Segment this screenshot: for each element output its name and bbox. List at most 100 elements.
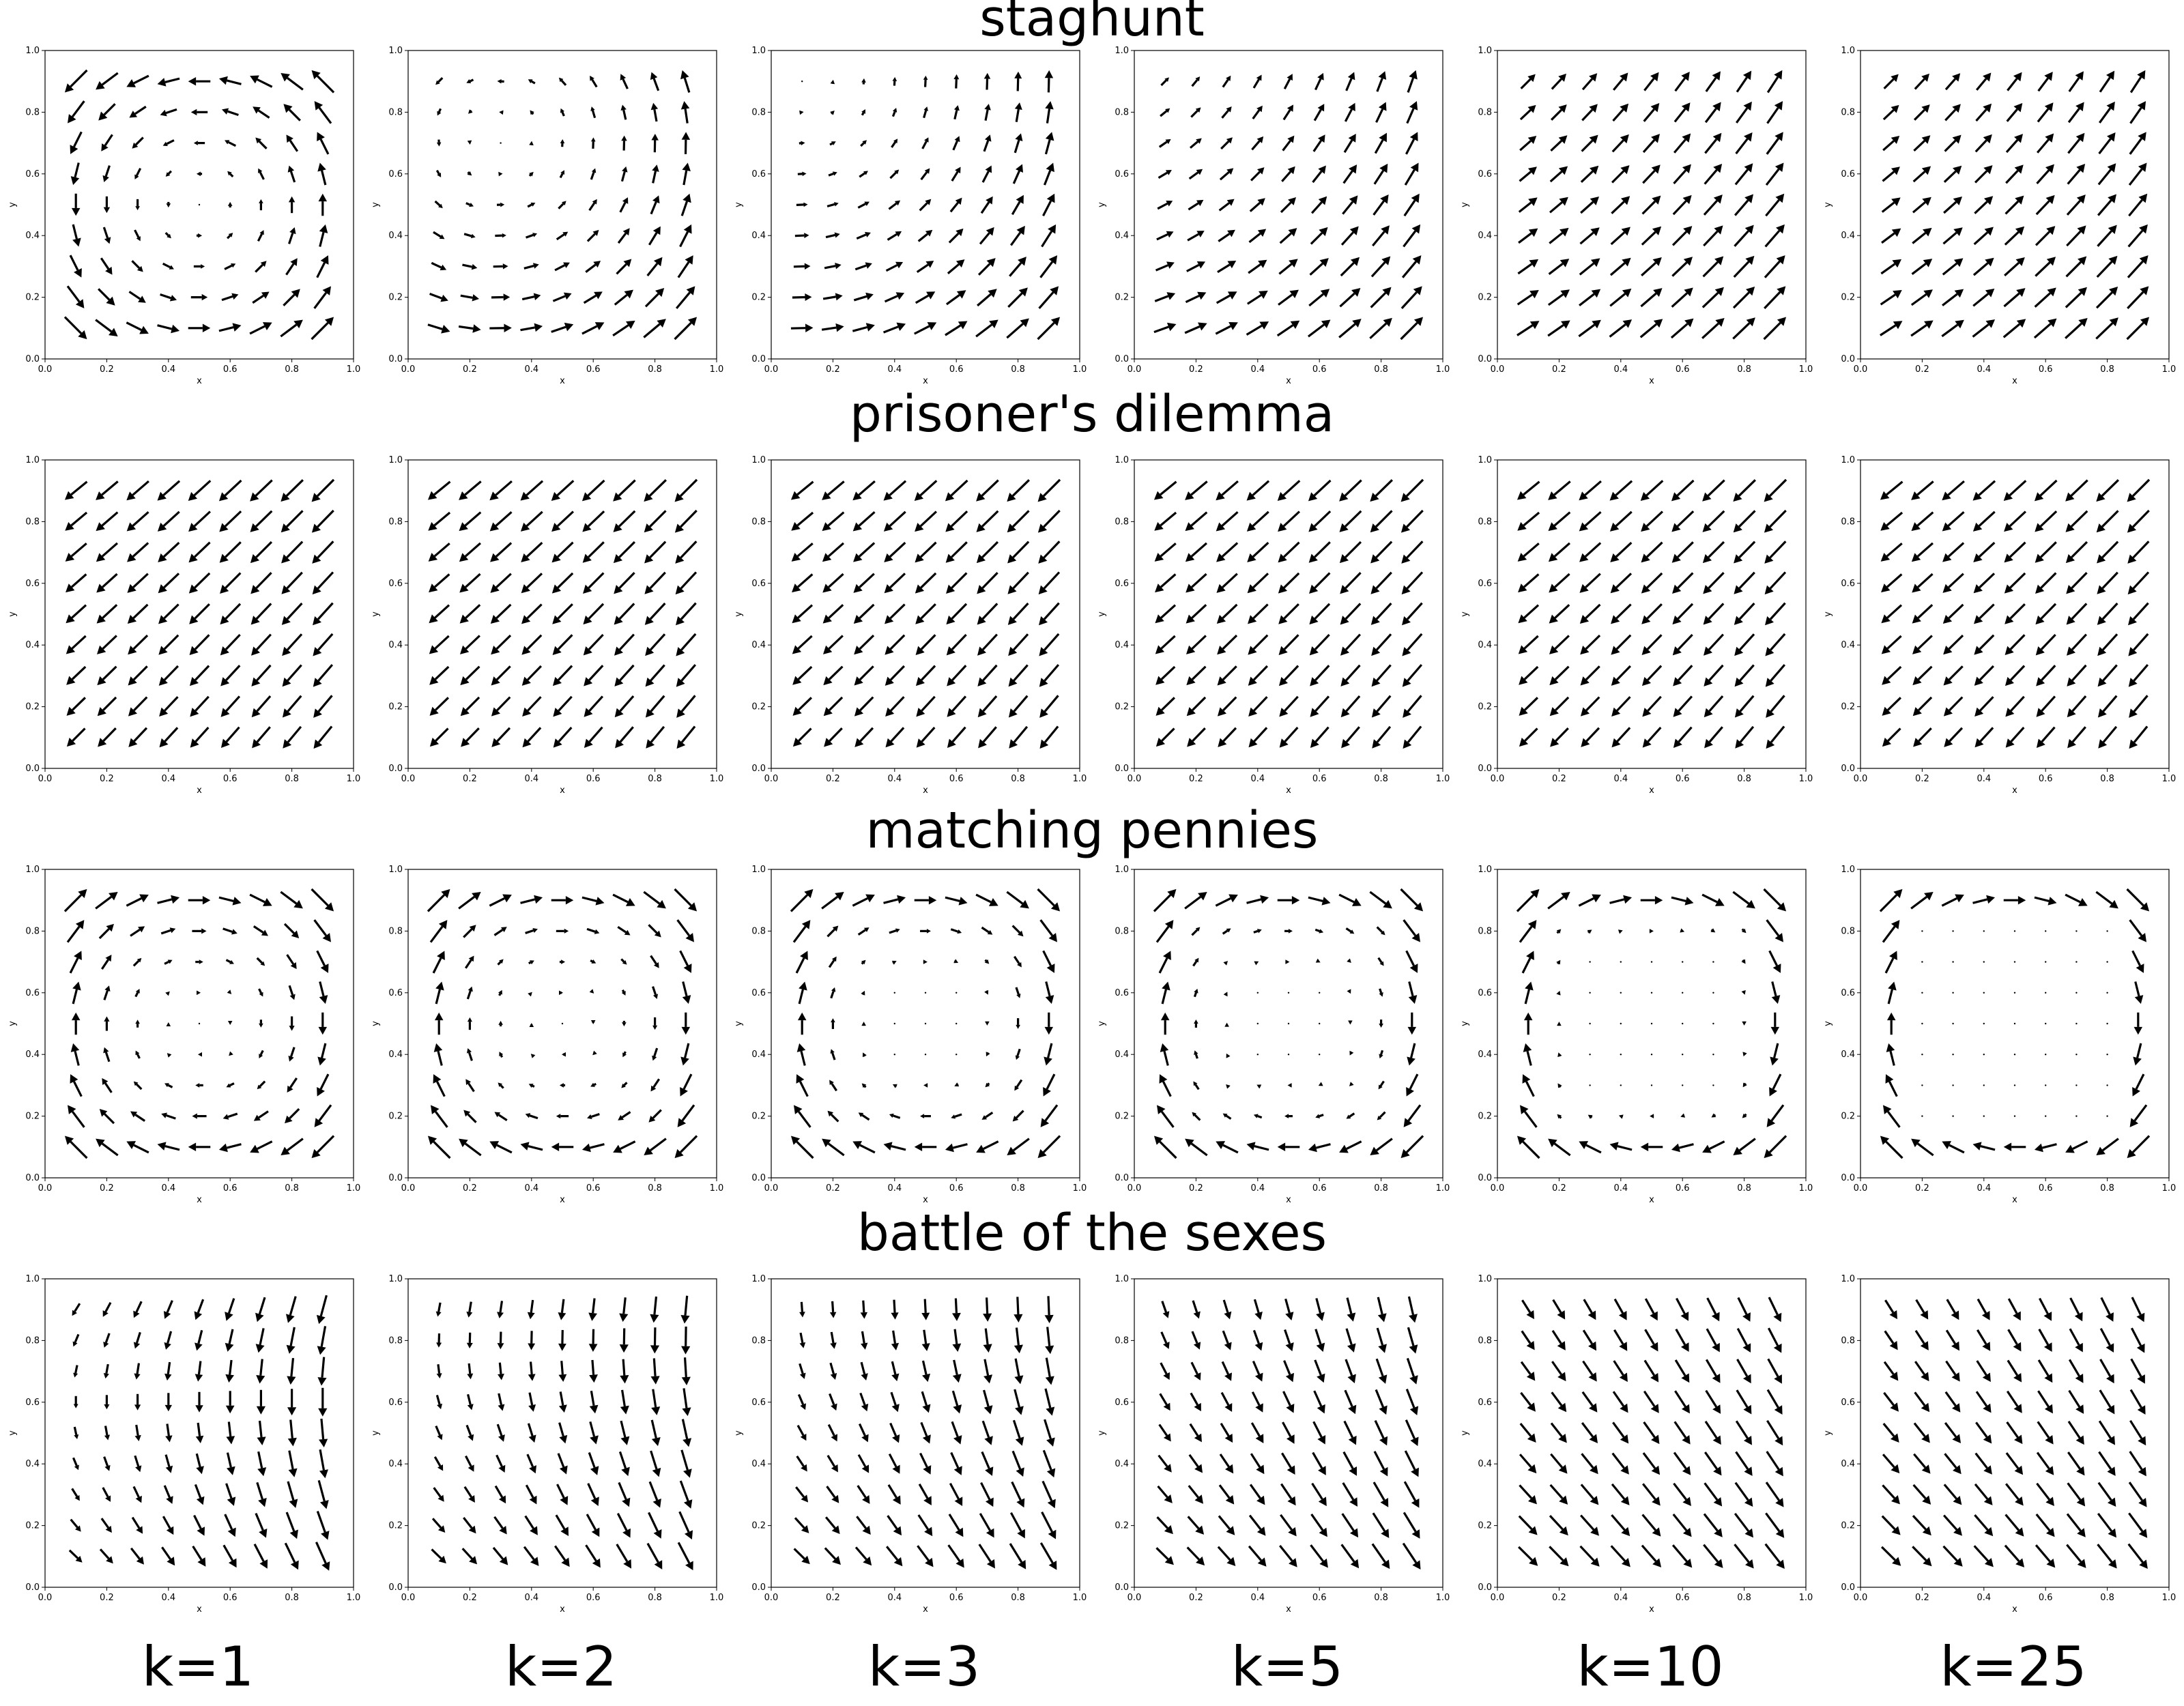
x-tick-label: 0.8 [1374,774,1388,784]
quiver-arrow [317,1357,327,1386]
quiver-arrow [72,981,81,1004]
quiver-arrow [161,1546,175,1566]
quiver-arrow [96,604,118,624]
quiver-arrow [976,540,999,564]
quiver-arrow [1407,70,1418,93]
x-tick-label: 0.8 [1011,774,1025,784]
quiver-arrow [1521,1299,1534,1320]
quiver-arrow [101,134,113,151]
quiver-arrow [1371,1543,1390,1570]
y-axis-label: y [8,202,18,207]
x-tick-label: 0.4 [524,774,538,784]
x-tick-label: 1.0 [2162,774,2176,784]
panel-staghunt-k25: 0.0 0.2 0.4 0.6 0.8 1.00.00.20.40.60.81.0xy [1823,46,2176,386]
quiver-arrow [64,69,88,93]
y-axis-label: y [1097,202,1107,207]
quiver-arrow [824,727,843,747]
quiver-arrow [852,894,875,907]
x-tick-label: 0.8 [2100,1183,2114,1194]
quiver-arrow [2133,1012,2143,1035]
quiver-arrow [280,319,303,338]
quiver-arrow [429,920,448,943]
quiver-arrow [952,1359,962,1383]
quiver-arrow [592,1050,597,1056]
quiver-arrow [882,322,906,334]
quiver-arrow [188,541,211,563]
quiver-arrow [311,1135,335,1159]
quiver-arrow [1972,895,1996,904]
quiver-arrow [2004,1544,2025,1567]
quiver-arrow [1672,1513,1692,1537]
x-tick-label: 0.6 [949,364,964,375]
x-tick-label: 0.6 [1676,364,1690,375]
row-title-prisoners-dilemma: prisoner's dilemma [850,385,1334,444]
x-tick-label: 0.2 [1552,364,1566,375]
quiver-arrow [1278,634,1299,655]
quiver-arrow [589,1359,598,1383]
quiver-arrow [1587,929,1592,934]
quiver-arrow [1620,1022,1622,1025]
quiver-arrow [1581,1391,1598,1413]
quiver-arrow [1973,542,1996,563]
quiver-arrow [883,895,906,904]
quiver-arrow [1974,1483,1993,1505]
panel-battle_of_the_sexes-k1: 0.0 0.2 0.4 0.6 0.8 1.00.00.20.40.60.81.0xy [8,1274,360,1615]
quiver-arrow [316,255,329,278]
quiver-arrow [525,1484,537,1505]
quiver-arrow [1215,322,1238,335]
quiver-arrow [164,1361,172,1381]
quiver-arrow [1641,634,1663,655]
quiver-arrow [1671,541,1694,563]
quiver-arrow [192,928,207,934]
y-axis-label: y [371,1021,381,1026]
quiver-arrow [614,633,635,656]
quiver-arrow [1007,571,1029,594]
quiver-arrow [2005,1514,2024,1537]
quiver-arrow [134,229,141,242]
quiver-arrow [1157,1105,1175,1128]
quiver-arrow [1278,572,1300,594]
quiver-arrow [520,323,543,332]
quiver-arrow [945,896,968,906]
quiver-arrow [255,261,267,273]
quiver-arrow [1276,320,1300,337]
quiver-arrow [983,1297,992,1322]
quiver-arrow [253,1110,269,1121]
quiver-arrow [893,992,896,994]
quiver-arrow [2068,71,2084,92]
quiver-arrow [1766,725,1785,749]
y-tick-label: 0.0 [751,764,766,774]
quiver-arrow [1160,1012,1170,1035]
quiver-arrow [828,956,837,968]
quiver-arrow [559,990,564,996]
quiver-arrow [257,1080,266,1090]
quiver-arrow [489,511,513,532]
quiver-arrow [2003,288,2026,308]
quiver-arrow [521,665,542,686]
quiver-arrow [1406,101,1418,124]
quiver-arrow [1673,695,1693,717]
quiver-arrow [1983,1084,1985,1086]
quiver-arrow [650,195,660,215]
quiver-arrow [1639,319,1663,338]
quiver-arrow [1403,193,1420,217]
y-axis-label: y [1460,1021,1470,1026]
quiver-arrow [829,1393,837,1411]
quiver-arrow [854,635,875,655]
quiver-arrow [821,892,844,910]
quiver-arrow [823,665,844,686]
quiver-arrow [2005,634,2026,655]
y-tick-label: 0.4 [1115,1050,1129,1060]
quiver-arrow [64,1136,88,1159]
quiver-arrow [1557,1022,1562,1026]
x-tick-label: 0.4 [1613,1183,1628,1194]
panel-matching_pennies-k1: 0.0 0.2 0.4 0.6 0.8 1.00.00.20.40.60.81.0xy [8,865,360,1205]
x-tick-label: 1.0 [1799,1183,1813,1194]
quiver-arrow [985,1082,990,1088]
x-tick-label: 0.6 [949,1593,964,1603]
quiver-arrow [1880,480,1903,500]
quiver-arrow [317,1043,327,1066]
quiver-arrow [1612,1421,1629,1444]
quiver-arrow [648,1481,661,1508]
panel-matching_pennies-k25: 0.0 0.2 0.4 0.6 0.8 1.00.00.20.40.60.81.0xy [1823,865,2176,1205]
